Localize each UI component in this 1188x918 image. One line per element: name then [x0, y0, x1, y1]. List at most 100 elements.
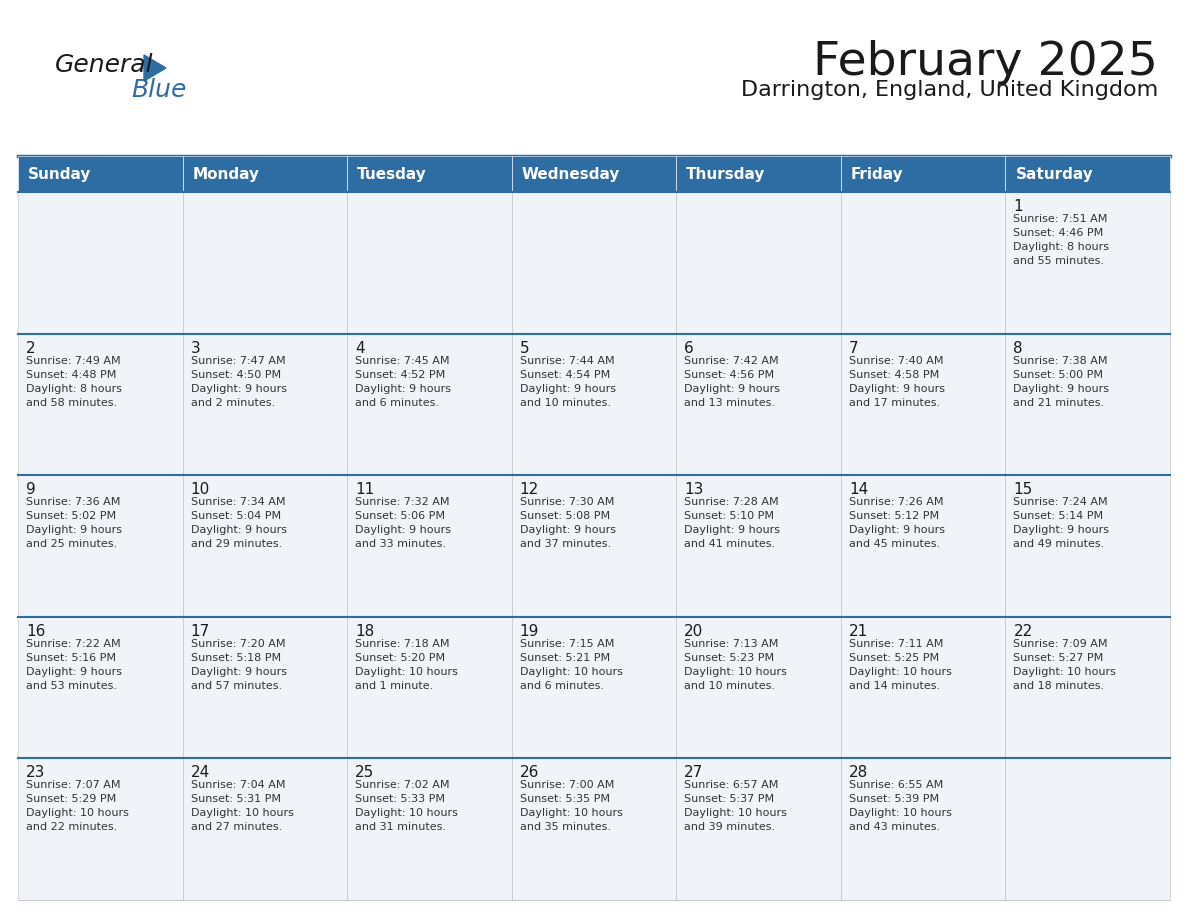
Text: 6: 6	[684, 341, 694, 355]
Bar	[841, 476, 1005, 617]
Bar	[183, 156, 347, 192]
Bar	[676, 192, 841, 333]
Text: Sunset: 5:33 PM: Sunset: 5:33 PM	[355, 794, 446, 804]
Bar	[676, 156, 841, 192]
Text: 4: 4	[355, 341, 365, 355]
Text: Sunrise: 7:15 AM: Sunrise: 7:15 AM	[519, 639, 614, 649]
Text: Sunrise: 7:13 AM: Sunrise: 7:13 AM	[684, 639, 778, 649]
Text: Sunrise: 7:32 AM: Sunrise: 7:32 AM	[355, 498, 449, 508]
Text: Sunset: 5:14 PM: Sunset: 5:14 PM	[1013, 511, 1104, 521]
Bar	[841, 156, 1005, 192]
Bar	[1005, 476, 1170, 617]
Bar	[1005, 617, 1170, 758]
Text: 16: 16	[26, 624, 45, 639]
Bar	[1005, 333, 1170, 476]
Text: General: General	[55, 53, 153, 77]
Text: Sunrise: 7:36 AM: Sunrise: 7:36 AM	[26, 498, 120, 508]
Bar	[347, 192, 512, 333]
Text: Daylight: 9 hours: Daylight: 9 hours	[190, 384, 286, 394]
Text: 23: 23	[26, 766, 45, 780]
Text: Sunrise: 7:20 AM: Sunrise: 7:20 AM	[190, 639, 285, 649]
Text: Wednesday: Wednesday	[522, 166, 620, 182]
Bar	[18, 333, 183, 476]
Text: 13: 13	[684, 482, 703, 498]
Text: Sunset: 4:52 PM: Sunset: 4:52 PM	[355, 370, 446, 380]
Text: Sunset: 4:48 PM: Sunset: 4:48 PM	[26, 370, 116, 380]
Text: Daylight: 9 hours: Daylight: 9 hours	[355, 384, 451, 394]
Text: and 27 minutes.: and 27 minutes.	[190, 823, 282, 833]
Bar	[841, 192, 1005, 333]
Text: and 2 minutes.: and 2 minutes.	[190, 397, 274, 408]
Text: Daylight: 10 hours: Daylight: 10 hours	[1013, 666, 1117, 677]
Text: Sunset: 5:29 PM: Sunset: 5:29 PM	[26, 794, 116, 804]
Bar	[347, 156, 512, 192]
Text: Sunset: 5:08 PM: Sunset: 5:08 PM	[519, 511, 609, 521]
Text: Saturday: Saturday	[1016, 166, 1093, 182]
Bar	[676, 758, 841, 900]
Text: Sunset: 5:23 PM: Sunset: 5:23 PM	[684, 653, 775, 663]
Text: and 21 minutes.: and 21 minutes.	[1013, 397, 1105, 408]
Text: Sunset: 4:56 PM: Sunset: 4:56 PM	[684, 370, 775, 380]
Text: Sunset: 4:46 PM: Sunset: 4:46 PM	[1013, 228, 1104, 238]
Text: Sunset: 5:20 PM: Sunset: 5:20 PM	[355, 653, 446, 663]
Text: and 55 minutes.: and 55 minutes.	[1013, 256, 1105, 266]
Text: Daylight: 9 hours: Daylight: 9 hours	[355, 525, 451, 535]
Text: Sunrise: 7:30 AM: Sunrise: 7:30 AM	[519, 498, 614, 508]
Text: Daylight: 10 hours: Daylight: 10 hours	[519, 666, 623, 677]
Text: Sunset: 5:25 PM: Sunset: 5:25 PM	[849, 653, 939, 663]
Text: and 33 minutes.: and 33 minutes.	[355, 539, 447, 549]
Text: 28: 28	[849, 766, 868, 780]
Text: Friday: Friday	[851, 166, 904, 182]
Text: Daylight: 8 hours: Daylight: 8 hours	[1013, 242, 1110, 252]
Bar	[676, 333, 841, 476]
Bar	[1005, 758, 1170, 900]
Text: Sunset: 4:54 PM: Sunset: 4:54 PM	[519, 370, 609, 380]
Text: and 53 minutes.: and 53 minutes.	[26, 681, 116, 691]
Bar	[841, 758, 1005, 900]
Bar	[183, 758, 347, 900]
Text: and 57 minutes.: and 57 minutes.	[190, 681, 282, 691]
Text: 15: 15	[1013, 482, 1032, 498]
Text: 21: 21	[849, 624, 868, 639]
Text: Sunrise: 7:44 AM: Sunrise: 7:44 AM	[519, 355, 614, 365]
Text: 27: 27	[684, 766, 703, 780]
Text: 14: 14	[849, 482, 868, 498]
Text: Sunrise: 7:00 AM: Sunrise: 7:00 AM	[519, 780, 614, 790]
Text: Monday: Monday	[192, 166, 259, 182]
Bar	[183, 333, 347, 476]
Bar	[512, 758, 676, 900]
Text: Sunrise: 7:34 AM: Sunrise: 7:34 AM	[190, 498, 285, 508]
Bar	[18, 192, 183, 333]
Bar	[18, 156, 183, 192]
Polygon shape	[144, 55, 166, 81]
Text: 11: 11	[355, 482, 374, 498]
Bar	[512, 476, 676, 617]
Text: Sunset: 5:06 PM: Sunset: 5:06 PM	[355, 511, 446, 521]
Text: Daylight: 8 hours: Daylight: 8 hours	[26, 384, 122, 394]
Text: Sunset: 4:50 PM: Sunset: 4:50 PM	[190, 370, 280, 380]
Bar	[347, 333, 512, 476]
Text: Sunrise: 7:22 AM: Sunrise: 7:22 AM	[26, 639, 121, 649]
Bar	[841, 617, 1005, 758]
Text: February 2025: February 2025	[813, 40, 1158, 85]
Bar	[676, 476, 841, 617]
Text: Sunset: 5:21 PM: Sunset: 5:21 PM	[519, 653, 609, 663]
Text: 1: 1	[1013, 199, 1023, 214]
Bar	[512, 617, 676, 758]
Bar	[1005, 156, 1170, 192]
Text: Daylight: 9 hours: Daylight: 9 hours	[519, 384, 615, 394]
Text: Sunset: 5:39 PM: Sunset: 5:39 PM	[849, 794, 939, 804]
Text: Darrington, England, United Kingdom: Darrington, England, United Kingdom	[741, 80, 1158, 100]
Text: 2: 2	[26, 341, 36, 355]
Text: and 10 minutes.: and 10 minutes.	[519, 397, 611, 408]
Bar	[676, 617, 841, 758]
Text: Daylight: 9 hours: Daylight: 9 hours	[26, 525, 122, 535]
Text: and 43 minutes.: and 43 minutes.	[849, 823, 940, 833]
Text: Sunrise: 7:38 AM: Sunrise: 7:38 AM	[1013, 355, 1108, 365]
Text: Daylight: 9 hours: Daylight: 9 hours	[684, 384, 781, 394]
Text: Daylight: 9 hours: Daylight: 9 hours	[1013, 525, 1110, 535]
Bar	[347, 617, 512, 758]
Bar	[512, 156, 676, 192]
Bar	[1005, 192, 1170, 333]
Text: Daylight: 10 hours: Daylight: 10 hours	[684, 809, 788, 819]
